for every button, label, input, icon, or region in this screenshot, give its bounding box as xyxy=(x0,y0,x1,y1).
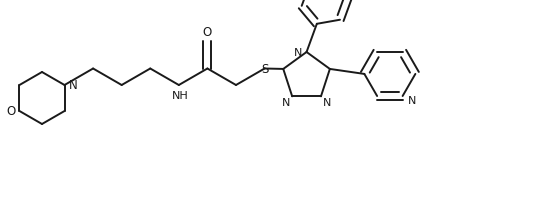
Text: O: O xyxy=(6,105,16,118)
Text: N: N xyxy=(282,98,290,108)
Text: S: S xyxy=(261,63,268,76)
Text: N: N xyxy=(69,79,77,92)
Text: N: N xyxy=(408,96,416,105)
Text: O: O xyxy=(203,26,212,39)
Text: N: N xyxy=(294,48,302,58)
Text: N: N xyxy=(323,98,332,108)
Text: NH: NH xyxy=(172,91,188,100)
